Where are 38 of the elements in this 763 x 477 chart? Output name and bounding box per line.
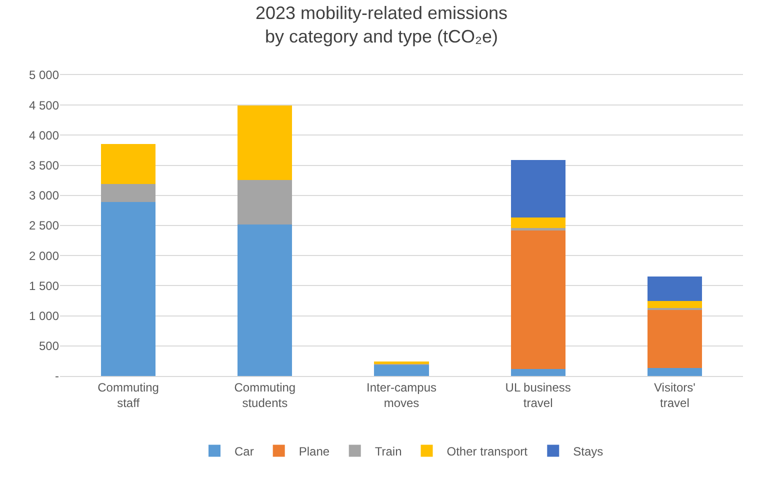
x-tick-label: Commuting students <box>234 380 296 410</box>
bar <box>510 368 566 376</box>
y-tick-label: 4 000 <box>28 128 60 142</box>
bar <box>238 106 292 180</box>
legend-label: Stays <box>573 444 604 458</box>
legend-label: Car <box>234 444 254 458</box>
legend-label: Plane <box>298 444 330 458</box>
bar <box>238 224 292 376</box>
x-tick-label: Visitors' travel <box>654 380 696 410</box>
x-tick-label: Inter-campus moves <box>366 380 437 410</box>
y-tick-label: - <box>55 369 59 384</box>
y-tick-label: 5 000 <box>28 68 60 82</box>
bar <box>100 184 156 202</box>
y-tick-label: 3 000 <box>28 188 60 203</box>
bar <box>510 218 566 228</box>
x-tick-label: UL business travel <box>505 380 571 410</box>
bar <box>647 309 702 368</box>
y-tick-label: 4 500 <box>28 98 60 112</box>
y-tick-label: 2 500 <box>28 218 60 233</box>
bar <box>510 160 566 218</box>
bar <box>374 364 429 376</box>
bar <box>647 300 702 308</box>
bar <box>647 276 702 301</box>
y-tick-label: 1 500 <box>28 278 60 293</box>
bar <box>238 180 292 224</box>
bar <box>100 202 156 376</box>
legend-label: Train <box>374 444 402 458</box>
y-tick-label: 2 000 <box>28 248 60 263</box>
bar <box>647 368 702 376</box>
legend-label: Other transport <box>446 444 528 458</box>
y-tick-label: 1 000 <box>28 309 60 323</box>
bar <box>100 144 156 184</box>
y-tick-label: 500 <box>38 339 60 354</box>
x-tick-label: Commuting staff <box>98 380 159 410</box>
y-tick-label: 3 500 <box>28 158 60 172</box>
bar <box>510 228 566 230</box>
chart-title: 2023 mobility-related emissions by category and type (tCO₂e) <box>255 3 508 46</box>
bar <box>510 230 566 369</box>
